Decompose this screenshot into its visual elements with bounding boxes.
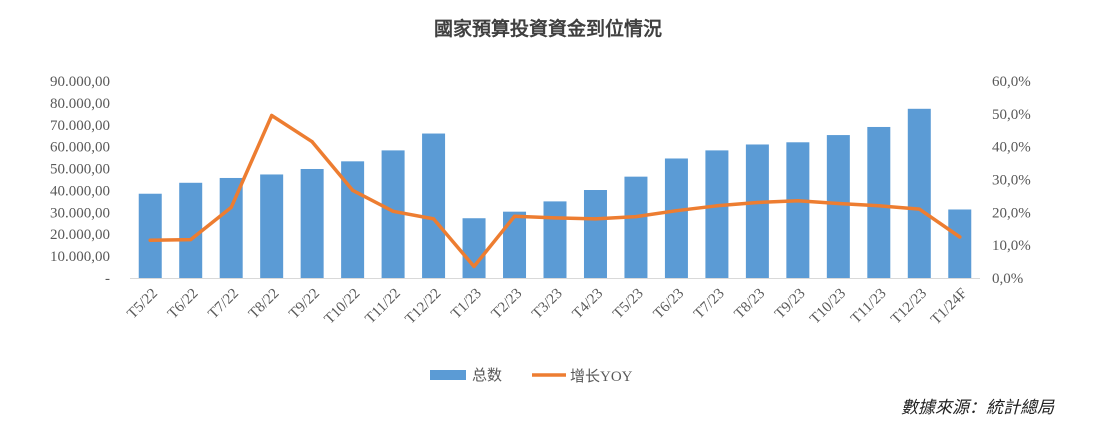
y-left-tick-label: 50.000,00 — [50, 162, 110, 178]
bar — [948, 209, 972, 278]
x-tick-label: T10/23 — [807, 286, 849, 328]
bar — [300, 168, 324, 278]
y-right-tick-label: 50,0% — [992, 107, 1031, 123]
x-tick-label: T6/22 — [165, 286, 202, 323]
bar — [664, 158, 688, 278]
x-tick-label: T9/23 — [772, 286, 809, 323]
bar — [462, 218, 486, 278]
x-tick-label: T8/23 — [732, 286, 769, 323]
legend-label-bars: 总数 — [472, 367, 502, 384]
x-tick-label: T5/23 — [610, 286, 647, 323]
yoy-point — [229, 205, 233, 210]
y-left-tick-label: 60.000,00 — [50, 140, 110, 156]
x-tick-label: T7/23 — [691, 286, 728, 323]
x-tick-label: T4/23 — [570, 286, 607, 323]
y-left-tick-label: 40.000,00 — [50, 183, 110, 199]
yoy-point — [836, 201, 840, 206]
bar — [260, 174, 284, 278]
x-tick-label: T1/23 — [448, 286, 485, 323]
bar — [381, 150, 405, 278]
yoy-point — [391, 209, 395, 213]
bar — [341, 161, 365, 278]
yoy-point — [472, 264, 476, 269]
bar — [503, 211, 527, 278]
yoy-point — [958, 235, 962, 239]
bar — [705, 150, 729, 278]
y-right-tick-label: 30,0% — [992, 173, 1031, 189]
y-right-tick-label: 20,0% — [992, 205, 1031, 221]
bar — [624, 176, 648, 278]
bar — [867, 126, 891, 278]
x-tick-label: T12/22 — [402, 286, 444, 328]
x-tick-label: T3/23 — [529, 286, 566, 323]
y-left-tick-label: 70.000,00 — [50, 118, 110, 134]
x-tick-label: T11/23 — [848, 286, 890, 328]
yoy-point — [755, 200, 759, 205]
bar — [219, 177, 243, 278]
bar — [422, 133, 446, 278]
x-tick-label: T12/23 — [888, 286, 930, 328]
yoy-point — [917, 207, 921, 211]
y-right-tick-label: 0,0% — [992, 271, 1023, 287]
y-left-tick-label: 20.000,00 — [50, 227, 110, 243]
bar — [583, 190, 607, 278]
x-tick-label: T6/23 — [651, 286, 688, 323]
x-tick-label: T7/22 — [205, 286, 242, 323]
yoy-point — [674, 209, 679, 213]
x-tick-label: T5/22 — [124, 286, 161, 323]
legend-label-line: 增长YOY — [570, 368, 633, 385]
y-right-tick-label: 10,0% — [992, 238, 1031, 254]
yoy-point — [310, 140, 314, 144]
y-left-tick-label: 80.000,00 — [50, 96, 110, 112]
bar — [745, 144, 769, 278]
yoy-point — [431, 217, 436, 221]
yoy-point — [351, 188, 355, 192]
x-tick-label: T10/22 — [321, 286, 363, 328]
y-right-tick-label: 40,0% — [992, 140, 1031, 156]
yoy-point — [877, 204, 881, 208]
source-note: 數據來源：統計總局 — [901, 398, 1054, 418]
x-tick-label: T11/22 — [362, 286, 404, 328]
bar — [826, 135, 850, 278]
x-tick-label: T1/24F — [928, 286, 971, 329]
y-left-tick-label: - — [105, 271, 110, 287]
bar — [543, 201, 567, 278]
yoy-point — [512, 214, 517, 218]
yoy-point — [553, 216, 557, 220]
chart-title: 國家預算投資資金到位情況 — [433, 18, 662, 40]
x-tick-label: T2/23 — [489, 286, 526, 323]
bar — [138, 193, 162, 278]
yoy-point — [148, 238, 152, 242]
y-left-tick-label: 30.000,00 — [50, 205, 110, 221]
yoy-point — [634, 215, 638, 219]
yoy-point — [796, 199, 800, 203]
yoy-point — [593, 217, 598, 221]
x-tick-label: T8/22 — [246, 286, 283, 323]
yoy-point — [270, 113, 274, 118]
bar — [179, 182, 203, 278]
x-tick-label: T9/22 — [286, 286, 323, 323]
y-right-tick-label: 60,0% — [992, 74, 1031, 90]
yoy-point — [189, 237, 193, 242]
yoy-point — [715, 204, 719, 208]
bar — [907, 108, 931, 278]
y-left-tick-label: 10.000,00 — [50, 249, 110, 265]
legend-swatch-bars — [430, 370, 466, 380]
y-left-tick-label: 90.000,00 — [50, 74, 110, 90]
bar — [786, 142, 810, 278]
